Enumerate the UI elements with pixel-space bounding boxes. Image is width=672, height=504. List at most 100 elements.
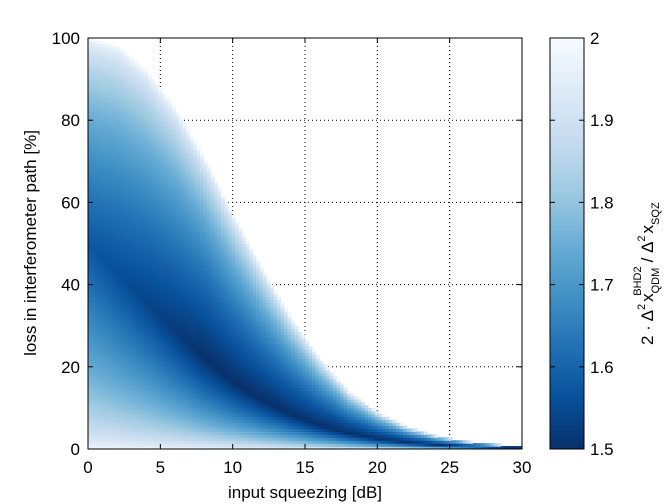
heatmap-cell <box>175 269 180 274</box>
heatmap-cell <box>175 349 180 353</box>
heatmap-cell <box>130 278 135 283</box>
heatmap-cell <box>130 437 135 441</box>
heatmap-cell <box>186 425 191 430</box>
heatmap-cell <box>168 343 173 347</box>
heatmap-cell <box>207 319 212 324</box>
heatmap-cell <box>116 355 121 359</box>
heatmap-cell <box>161 299 166 303</box>
heatmap-cell <box>217 422 222 427</box>
heatmap-cell <box>137 264 142 268</box>
heatmap-cell <box>95 129 100 133</box>
heatmap-cell <box>182 281 187 286</box>
heatmap-cell <box>231 275 236 280</box>
heatmap-cell <box>221 375 226 380</box>
heatmap-cell <box>207 428 212 432</box>
heatmap-cell <box>140 313 145 318</box>
heatmap-cell <box>203 184 208 189</box>
heatmap-cell <box>172 416 177 421</box>
heatmap-cell <box>154 334 159 339</box>
heatmap-cell <box>112 126 117 130</box>
heatmap-cell <box>137 352 142 356</box>
heatmap-cell <box>88 240 93 245</box>
heatmap-cell <box>88 261 93 265</box>
heatmap-cell <box>119 184 124 189</box>
heatmap-cell <box>161 296 166 300</box>
heatmap-cell <box>161 143 166 148</box>
heatmap-cell <box>123 178 128 183</box>
heatmap-cell <box>172 272 177 277</box>
heatmap-cell <box>175 363 180 368</box>
heatmap-cell <box>88 178 93 183</box>
heatmap-cell <box>154 264 159 268</box>
heatmap-cell <box>95 152 100 157</box>
heatmap-cell <box>151 143 156 148</box>
heatmap-cell <box>189 146 194 151</box>
heatmap-cell <box>123 146 128 151</box>
heatmap-cell <box>109 349 114 353</box>
heatmap-cell <box>130 214 135 218</box>
heatmap-cell <box>235 378 240 383</box>
heatmap-cell <box>200 187 205 192</box>
heatmap-cell <box>88 114 93 118</box>
heatmap-cell <box>147 443 152 447</box>
heatmap-cell <box>105 299 110 303</box>
heatmap-cell <box>175 319 180 324</box>
heatmap-cell <box>151 161 156 165</box>
heatmap-cell <box>144 193 149 198</box>
heatmap-cell <box>217 425 222 430</box>
heatmap-cell <box>196 225 201 230</box>
heatmap-cell <box>119 390 124 394</box>
heatmap-cell <box>98 111 103 115</box>
heatmap-cell <box>137 269 142 274</box>
heatmap-cell <box>112 340 117 344</box>
heatmap-cell <box>144 387 149 391</box>
heatmap-cell <box>88 381 93 386</box>
heatmap-cell <box>182 378 187 383</box>
heatmap-cell <box>158 372 163 377</box>
heatmap-cell <box>189 357 194 362</box>
heatmap-cell <box>109 319 114 324</box>
heatmap-cell <box>98 64 103 68</box>
heatmap-cell <box>88 287 93 292</box>
heatmap-cell <box>168 272 173 277</box>
heatmap-cell <box>217 372 222 377</box>
heatmap-cell <box>116 290 121 295</box>
heatmap-cell <box>224 410 229 415</box>
heatmap-cell <box>137 431 142 435</box>
heatmap-cell <box>151 328 156 333</box>
heatmap-cell <box>123 196 128 201</box>
heatmap-cell <box>200 155 205 159</box>
heatmap-cell <box>203 319 208 324</box>
heatmap-cell <box>217 366 222 371</box>
heatmap-cell <box>154 181 159 186</box>
heatmap-cell <box>98 134 103 139</box>
heatmap-cell <box>182 369 187 374</box>
heatmap-cell <box>182 237 187 242</box>
heatmap-cell <box>116 346 121 350</box>
heatmap-cell <box>217 196 222 201</box>
heatmap-cell <box>179 202 184 206</box>
heatmap-cell <box>179 355 184 359</box>
heatmap-cell <box>154 360 159 365</box>
heatmap-cell <box>126 319 131 324</box>
heatmap-cell <box>119 422 124 427</box>
heatmap-cell <box>147 440 152 444</box>
heatmap-cell <box>91 328 96 333</box>
heatmap-cell <box>189 410 194 415</box>
heatmap-cell <box>95 249 100 253</box>
heatmap-cell <box>172 440 177 444</box>
heatmap-cell <box>98 325 103 330</box>
heatmap-cell <box>140 375 145 380</box>
heatmap-cell <box>193 413 198 418</box>
heatmap-cell <box>119 252 124 256</box>
heatmap-cell <box>126 431 131 435</box>
heatmap-cell <box>207 360 212 365</box>
heatmap-cell <box>172 152 177 157</box>
heatmap-cell <box>217 211 222 215</box>
heatmap-cell <box>130 255 135 259</box>
heatmap-cell <box>105 352 110 356</box>
heatmap-cell <box>224 422 229 427</box>
heatmap-cell <box>168 319 173 324</box>
heatmap-cell <box>140 372 145 377</box>
heatmap-cell <box>88 305 93 309</box>
